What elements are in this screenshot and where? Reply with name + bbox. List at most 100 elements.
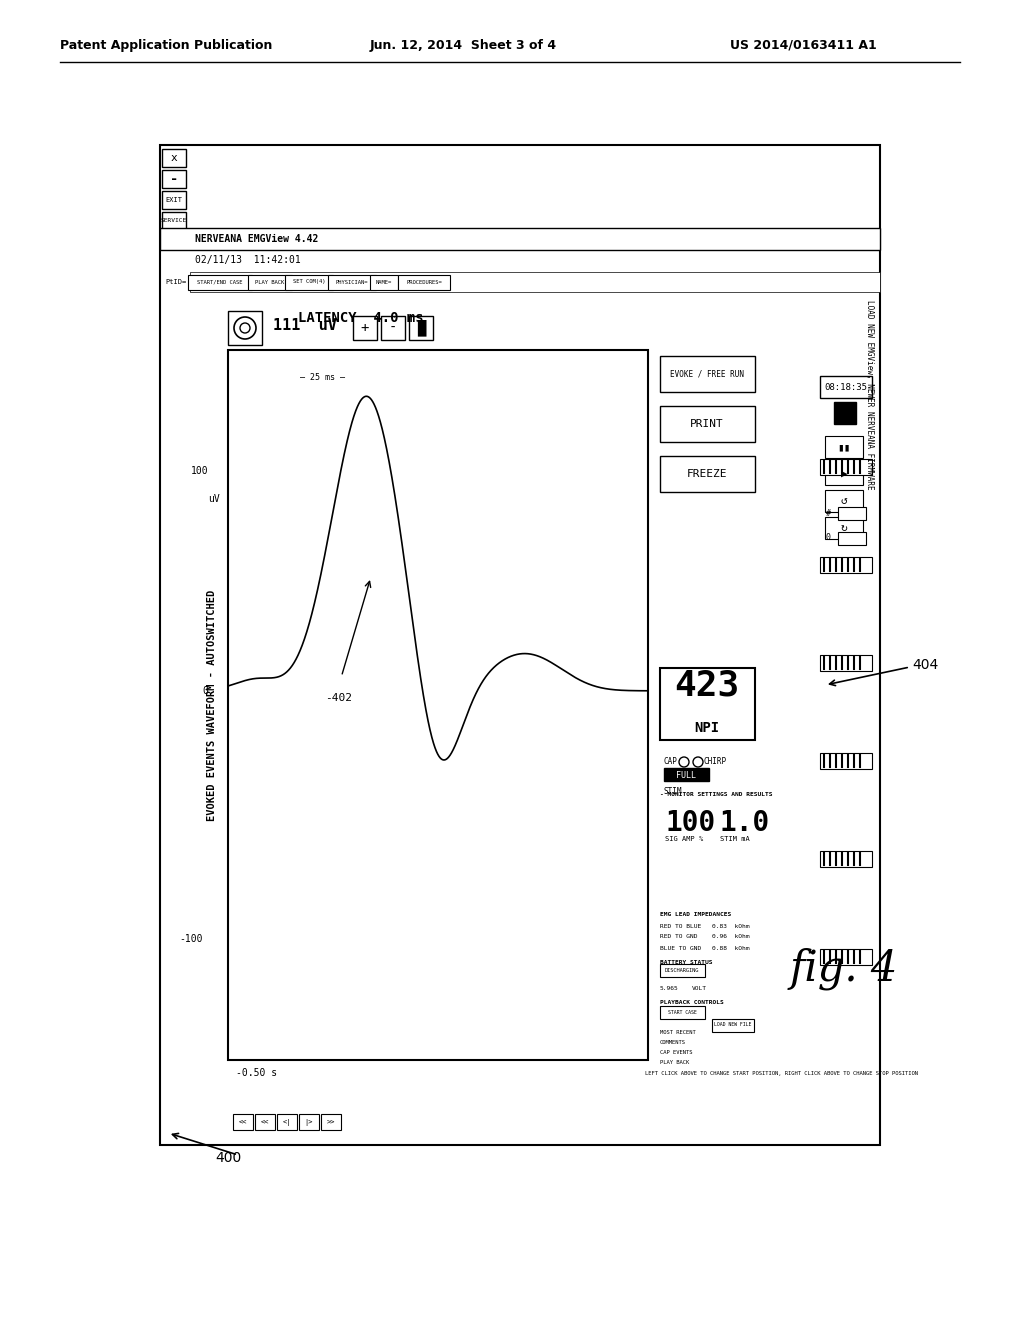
Bar: [162, 170, 186, 187]
Text: 400: 400: [215, 1151, 242, 1166]
Bar: [825, 490, 863, 512]
Text: 0: 0: [202, 686, 208, 696]
Bar: [825, 463, 863, 484]
Bar: [820, 949, 872, 965]
Bar: [660, 668, 755, 741]
Text: 423: 423: [675, 669, 739, 704]
Bar: [285, 275, 333, 290]
Text: Patent Application Publication: Patent Application Publication: [60, 38, 272, 51]
Bar: [660, 455, 755, 492]
Text: |>: |>: [305, 1118, 313, 1126]
Bar: [820, 459, 872, 475]
Bar: [248, 275, 292, 290]
Text: — 25 ms —: — 25 ms —: [300, 374, 345, 383]
Text: PLAYBACK CONTROLS: PLAYBACK CONTROLS: [660, 999, 724, 1005]
Text: NERVEANA EMGView 4.42: NERVEANA EMGView 4.42: [195, 234, 318, 244]
Text: ↻: ↻: [841, 523, 848, 533]
Bar: [834, 403, 856, 424]
Bar: [328, 275, 376, 290]
Text: US 2014/0163411 A1: US 2014/0163411 A1: [730, 38, 877, 51]
Text: #: #: [826, 508, 831, 517]
Text: MOST RECENT: MOST RECENT: [660, 1030, 695, 1035]
Bar: [370, 275, 398, 290]
Bar: [162, 191, 186, 209]
Text: >>: >>: [327, 1119, 335, 1125]
Text: LATENCY  4.0 ms: LATENCY 4.0 ms: [298, 312, 424, 325]
Text: EMG LEAD IMPEDANCES: EMG LEAD IMPEDANCES: [660, 912, 731, 916]
Text: NAME=: NAME=: [376, 280, 392, 285]
Text: +: +: [360, 321, 370, 335]
Bar: [838, 532, 866, 545]
Text: SERVICE: SERVICE: [161, 219, 187, 223]
Text: PHYSICIAN=: PHYSICIAN=: [336, 280, 369, 285]
Text: ▮▮: ▮▮: [838, 442, 851, 451]
Text: -0.50 s: -0.50 s: [236, 1068, 278, 1078]
Bar: [299, 1114, 319, 1130]
Text: uV: uV: [208, 494, 220, 504]
Text: EXIT: EXIT: [166, 197, 182, 203]
Text: 08:18:35: 08:18:35: [824, 383, 867, 392]
Text: PRINT: PRINT: [690, 418, 724, 429]
Text: █: █: [417, 319, 425, 337]
Bar: [838, 507, 866, 520]
Text: FREEZE: FREEZE: [687, 469, 727, 479]
Text: BATTERY STATUS: BATTERY STATUS: [660, 960, 713, 965]
Bar: [233, 1114, 253, 1130]
Text: LEFT CLICK ABOVE TO CHANGE START POSITION, RIGHT CLICK ABOVE TO CHANGE STOP POSI: LEFT CLICK ABOVE TO CHANGE START POSITIO…: [645, 1071, 918, 1076]
Text: CHIRP: CHIRP: [705, 758, 727, 767]
Text: FULL: FULL: [676, 771, 696, 780]
Text: -100: -100: [179, 935, 203, 944]
Text: 100: 100: [190, 466, 208, 475]
Text: DISCHARGING: DISCHARGING: [665, 968, 699, 973]
Bar: [660, 407, 755, 442]
Text: ▶: ▶: [841, 469, 848, 479]
Text: 404: 404: [912, 657, 938, 672]
Text: START CASE: START CASE: [668, 1010, 696, 1015]
Text: BLUE TO GND: BLUE TO GND: [660, 945, 701, 950]
Bar: [825, 436, 863, 458]
Text: SET COM(4): SET COM(4): [293, 280, 326, 285]
Bar: [321, 1114, 341, 1130]
Text: STIM mA: STIM mA: [720, 836, 750, 842]
Text: -: -: [389, 321, 397, 335]
Text: 100: 100: [665, 809, 715, 837]
Bar: [228, 312, 262, 345]
Text: 0.88  kOhm: 0.88 kOhm: [712, 945, 750, 950]
Text: fig. 4: fig. 4: [790, 946, 898, 990]
Text: PtID=: PtID=: [165, 279, 186, 285]
Bar: [162, 149, 186, 168]
Bar: [255, 1114, 275, 1130]
Text: START/END CASE: START/END CASE: [198, 280, 243, 285]
Bar: [825, 517, 863, 539]
Bar: [228, 350, 648, 1060]
Text: CAP: CAP: [664, 758, 678, 767]
Bar: [820, 752, 872, 770]
Bar: [660, 1006, 705, 1019]
Text: STIM: STIM: [664, 788, 683, 796]
Text: -: -: [170, 172, 178, 186]
Text: SIG AMP %: SIG AMP %: [665, 836, 703, 842]
Bar: [190, 272, 880, 292]
Text: PLAY BACK: PLAY BACK: [255, 280, 285, 285]
Text: RED TO BLUE: RED TO BLUE: [660, 924, 701, 928]
Text: <<: <<: [261, 1119, 269, 1125]
Bar: [820, 655, 872, 671]
Text: -402: -402: [325, 693, 351, 702]
Text: 5.965: 5.965: [660, 986, 679, 991]
Text: x: x: [171, 153, 177, 162]
Text: 111  uV: 111 uV: [273, 318, 337, 333]
Bar: [160, 145, 880, 1144]
Bar: [820, 376, 872, 399]
Bar: [660, 964, 705, 977]
Text: PLAY BACK: PLAY BACK: [660, 1060, 689, 1064]
Bar: [162, 213, 186, 230]
Text: COMMENTS: COMMENTS: [660, 1040, 686, 1044]
Text: RED TO GND: RED TO GND: [660, 935, 697, 940]
Text: 02/11/13  11:42:01: 02/11/13 11:42:01: [195, 255, 301, 265]
Text: 0.96  kOhm: 0.96 kOhm: [712, 935, 750, 940]
Bar: [278, 1114, 297, 1130]
Bar: [398, 275, 450, 290]
Text: Jun. 12, 2014  Sheet 3 of 4: Jun. 12, 2014 Sheet 3 of 4: [370, 38, 557, 51]
Text: CAP EVENTS: CAP EVENTS: [660, 1049, 692, 1055]
Text: - MONITOR SETTINGS AND RESULTS: - MONITOR SETTINGS AND RESULTS: [660, 792, 772, 797]
